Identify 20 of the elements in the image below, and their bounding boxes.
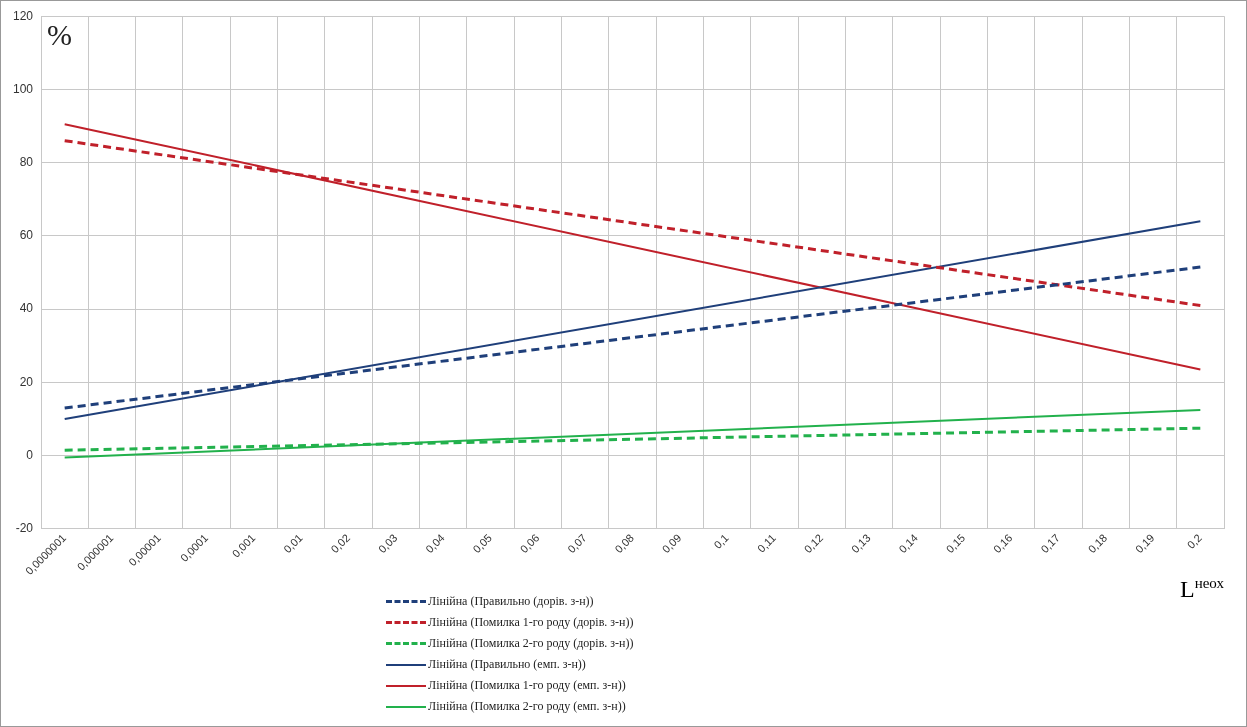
y-tick-label: 100 (12, 81, 34, 96)
legend-label: Лінійна (Помилка 1-го роду (емп. з-н)) (428, 678, 626, 693)
y-tick-label: 20 (19, 374, 34, 389)
y-tick-label: 40 (19, 301, 34, 316)
legend-label: Лінійна (Помилка 1-го роду (дорів. з-н)) (428, 615, 634, 630)
legend-label: Лінійна (Правильно (дорів. з-н)) (428, 594, 594, 609)
x-axis-title: L$^{неох}$ (1180, 575, 1224, 603)
x-tick-label: 0,01 (281, 531, 305, 556)
x-tick-label: 0,2 (1184, 531, 1204, 551)
y-tick-label: 80 (19, 155, 34, 169)
y-tick-label: 60 (19, 228, 34, 243)
y-tick-label: -20 (15, 521, 34, 536)
y-tick-label: 0 (26, 447, 34, 462)
x-tick-label: 0,11 (754, 531, 779, 555)
x-tick-label: 0,1 (711, 531, 731, 551)
y-axis-title: % (47, 18, 73, 52)
y-tick-label: 120 (12, 8, 34, 23)
legend-label: Лінійна (Помилка 2-го роду (емп. з-н)) (428, 699, 626, 714)
legend-label: Лінійна (Помилка 2-го роду (дорів. з-н)) (428, 636, 634, 651)
legend-label: Лінійна (Правильно (емп. з-н)) (428, 657, 586, 672)
